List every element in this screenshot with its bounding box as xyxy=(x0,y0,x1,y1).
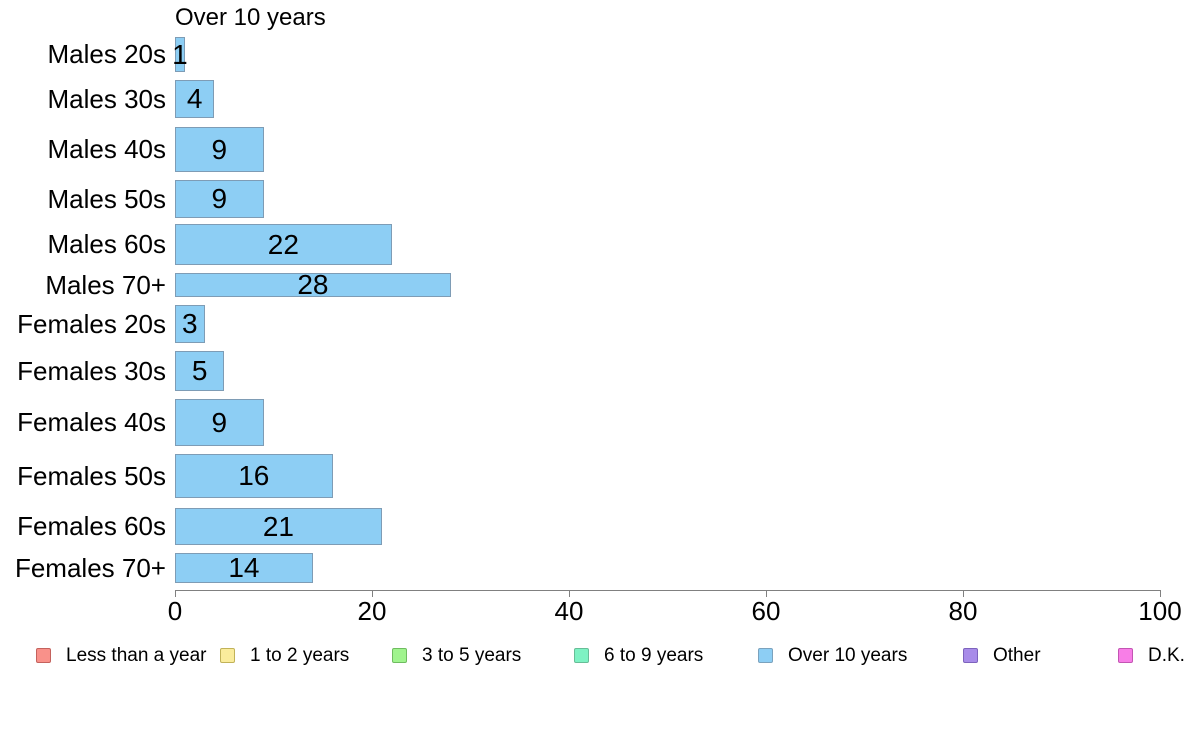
legend-item-label: Over 10 years xyxy=(788,644,908,666)
legend-item-label: D.K. xyxy=(1148,644,1185,666)
legend-swatch-icon xyxy=(963,647,978,663)
legend-swatch-icon xyxy=(758,647,773,663)
bar-value-label: 3 xyxy=(181,308,198,339)
bar-value-label: 1 xyxy=(172,38,188,70)
legend-item: 1 to 2 years xyxy=(220,644,350,666)
legend-item-label: 3 to 5 years xyxy=(422,644,522,666)
bar: 4 xyxy=(175,80,215,118)
category-label: Females 70+ xyxy=(14,552,166,583)
bar: 21 xyxy=(175,508,382,545)
category-label: Females 30s xyxy=(17,355,166,386)
x-axis-line xyxy=(175,590,1161,591)
bar-value-label: 14 xyxy=(228,552,260,583)
category-label: Females 20s xyxy=(17,308,166,339)
bar-value-label: 4 xyxy=(186,83,203,114)
bar-value-label: 5 xyxy=(191,355,208,386)
x-axis-tick-label: 40 xyxy=(554,596,584,626)
bar: 14 xyxy=(175,552,313,583)
chart-title: Over 10 years xyxy=(175,4,326,31)
legend-item-label: Less than a year xyxy=(66,644,207,666)
x-axis-tick xyxy=(766,590,767,597)
x-axis-tick-label: 60 xyxy=(751,596,781,626)
legend-item: Less than a year xyxy=(36,644,207,666)
bar-value-label: 21 xyxy=(262,510,294,542)
category-label: Males 40s xyxy=(47,134,167,164)
bar-value-label: 9 xyxy=(211,406,228,438)
category-label: Males 50s xyxy=(47,183,167,214)
x-axis-tick xyxy=(175,590,176,597)
bar: 3 xyxy=(175,305,205,343)
bar: 22 xyxy=(175,224,392,265)
bar: 16 xyxy=(175,454,333,498)
category-label: Females 40s xyxy=(17,407,166,437)
bar: 1 xyxy=(172,37,188,72)
legend-item: Over 10 years xyxy=(758,644,908,666)
bar-value-label: 16 xyxy=(238,460,270,491)
legend-item: D.K. xyxy=(1118,644,1185,666)
x-axis-tick-label: 0 xyxy=(167,596,183,626)
x-axis-tick xyxy=(1160,590,1161,597)
legend-swatch-icon xyxy=(220,647,235,663)
legend-swatch-icon xyxy=(1118,647,1133,663)
legend-item: Other xyxy=(963,644,1041,666)
legend-item-label: Other xyxy=(993,644,1041,666)
bar: 9 xyxy=(175,127,264,172)
legend-swatch-icon xyxy=(36,647,51,663)
bar: 28 xyxy=(175,269,451,300)
legend-item-label: 1 to 2 years xyxy=(250,644,350,666)
bar-value-label: 9 xyxy=(211,183,228,214)
legend-swatch-icon xyxy=(392,647,407,663)
category-label: Males 60s xyxy=(47,229,167,259)
x-axis-tick xyxy=(963,590,964,597)
category-label: Males 70+ xyxy=(45,269,166,300)
category-label: Males 20s xyxy=(47,39,167,69)
x-axis-tick-label: 100 xyxy=(1138,596,1182,626)
category-label: Females 60s xyxy=(17,511,166,541)
category-label: Females 50s xyxy=(17,460,166,491)
legend-swatch-icon xyxy=(574,647,589,663)
bar: 9 xyxy=(175,399,264,446)
x-axis-tick-label: 80 xyxy=(948,596,978,626)
bar: 5 xyxy=(175,351,225,391)
legend-item: 6 to 9 years xyxy=(574,644,704,666)
category-label: Males 30s xyxy=(47,83,167,114)
legend-item: 3 to 5 years xyxy=(392,644,522,666)
bar-value-label: 28 xyxy=(297,269,329,300)
legend-item-label: 6 to 9 years xyxy=(604,644,704,666)
bar: 9 xyxy=(175,180,264,218)
bar-value-label: 22 xyxy=(267,228,299,260)
bar-value-label: 9 xyxy=(211,133,228,165)
x-axis-tick-label: 20 xyxy=(357,596,387,626)
x-axis-tick xyxy=(569,590,570,597)
x-axis-tick xyxy=(372,590,373,597)
